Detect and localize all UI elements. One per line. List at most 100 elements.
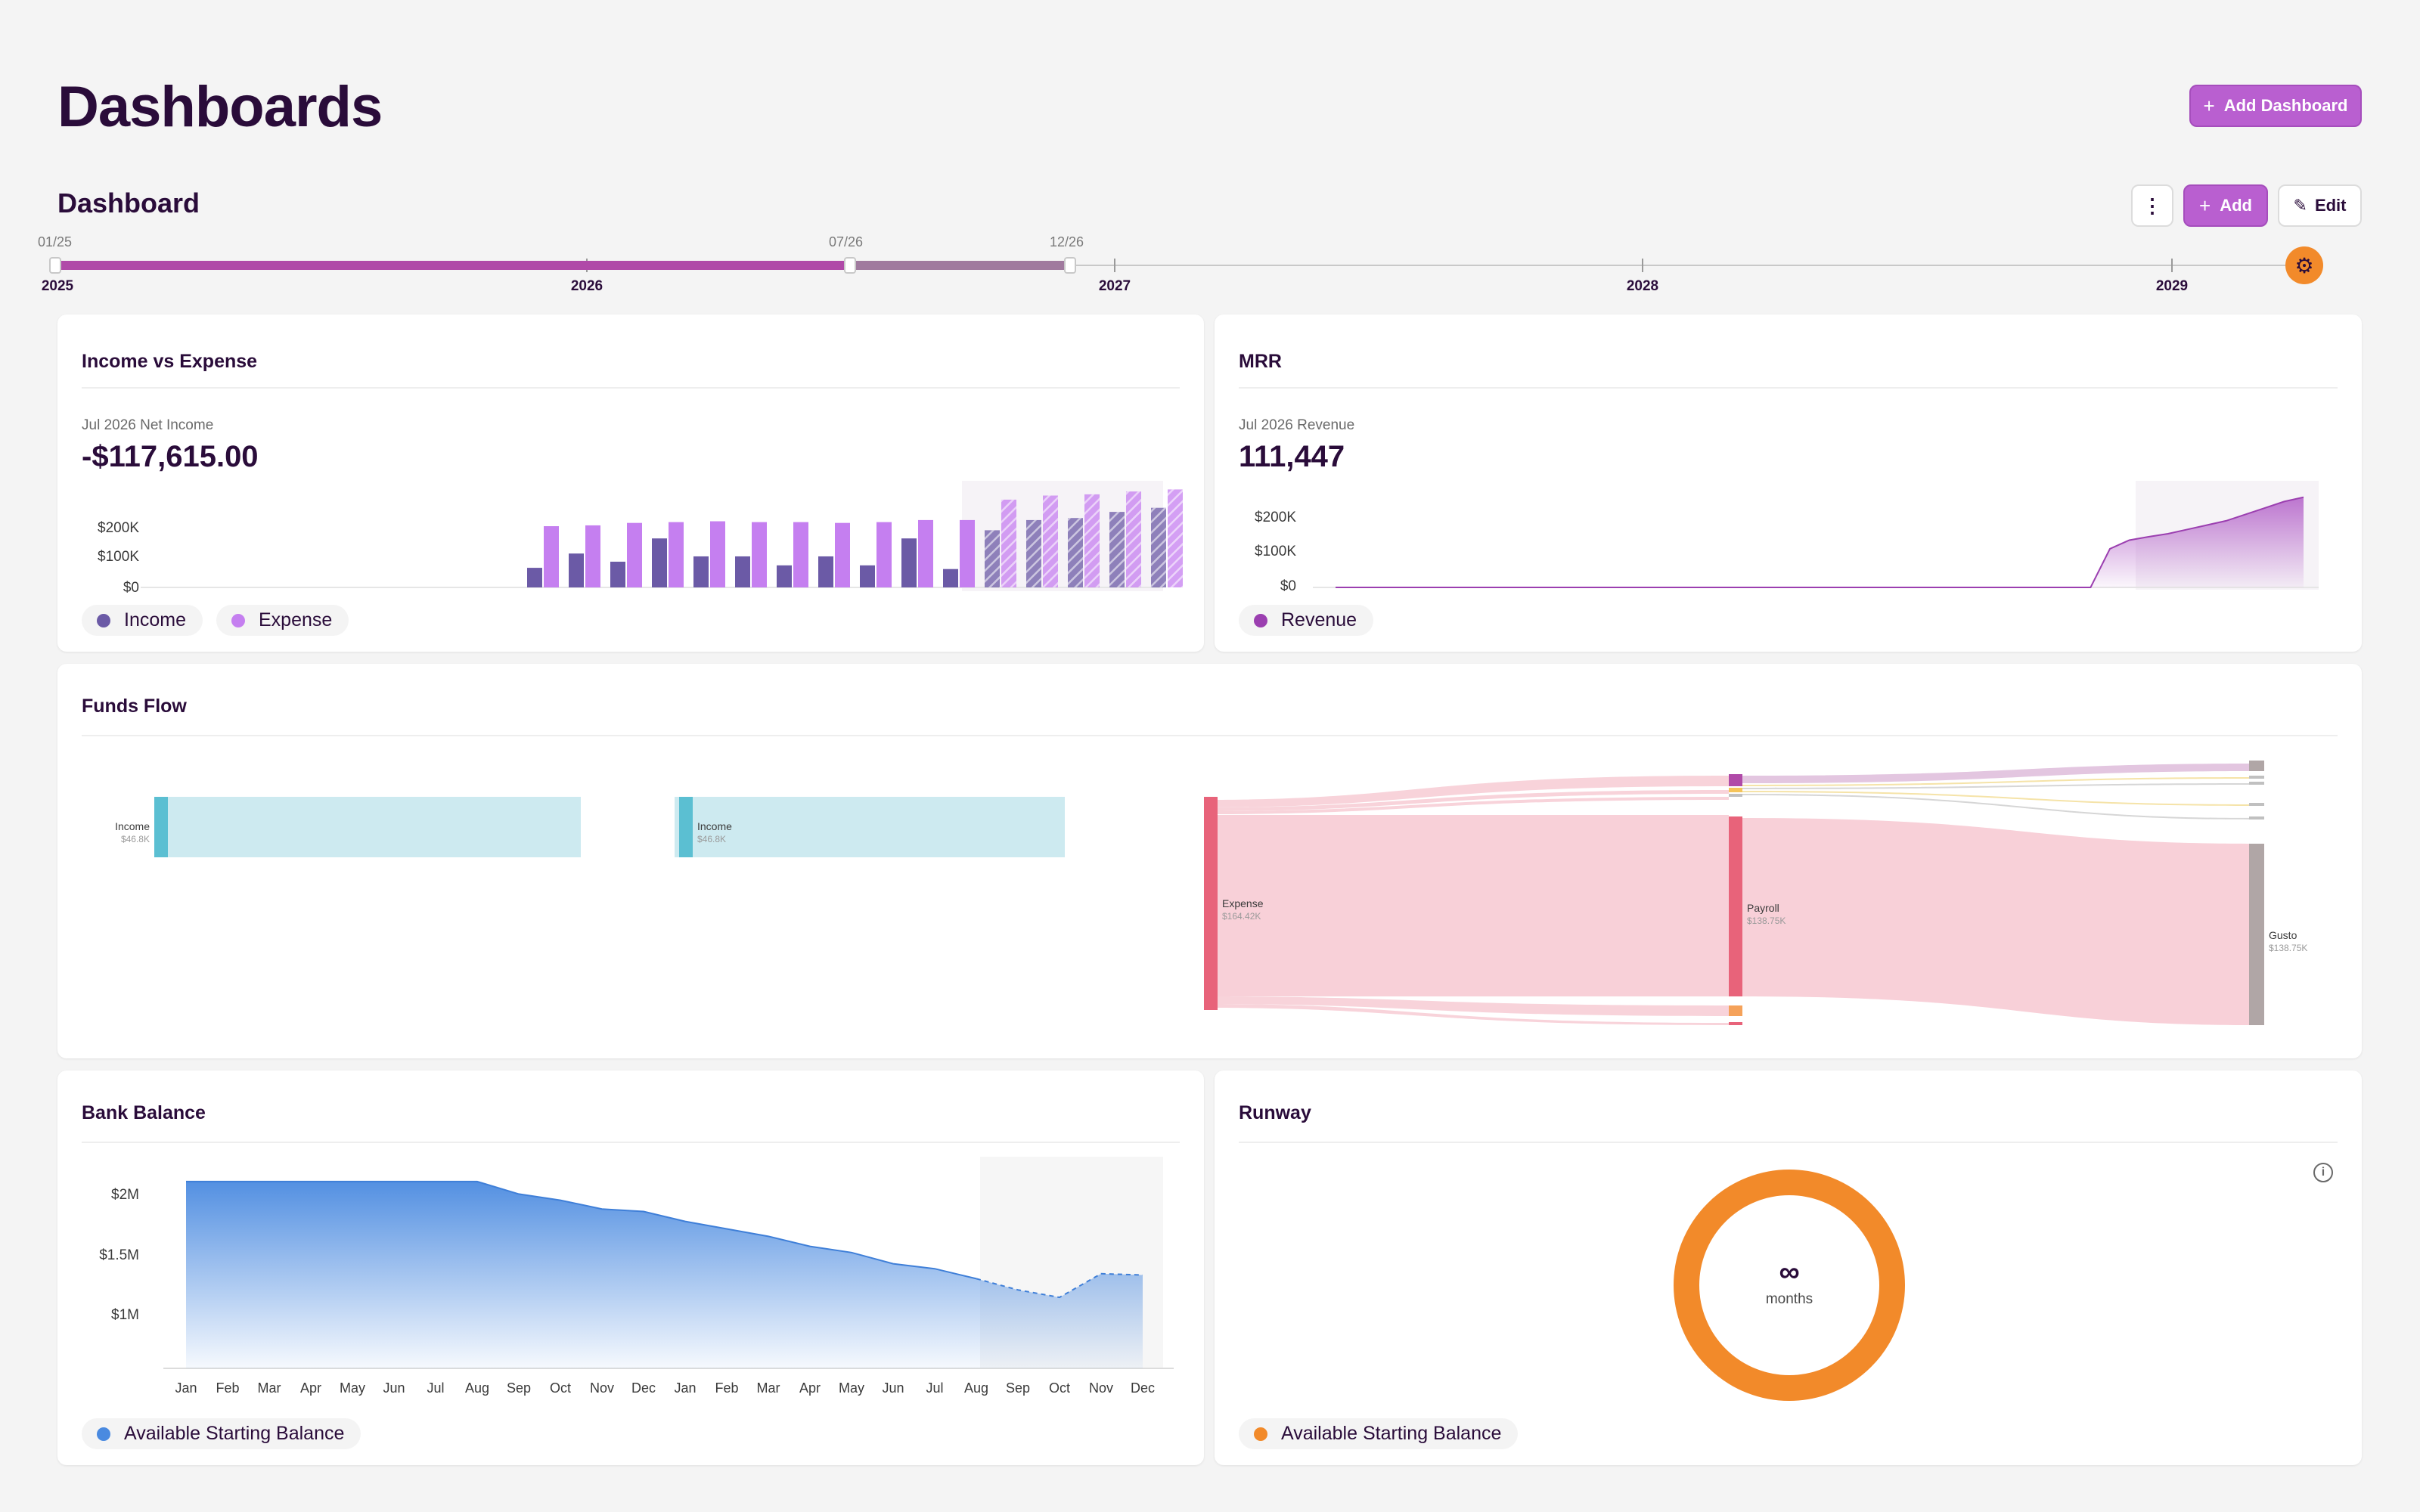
card-divider	[82, 735, 2338, 736]
income-bar[interactable]	[652, 538, 667, 587]
page-title: Dashboards	[57, 75, 383, 139]
more-options-button[interactable]: ⋮	[2131, 184, 2173, 227]
runway-value: ∞	[1779, 1256, 1800, 1288]
legend-label: Expense	[258, 609, 333, 631]
income-bar-forecast-hatch	[1026, 519, 1041, 587]
sankey-node-payroll[interactable]	[1729, 816, 1742, 996]
x-tick-label: Feb	[715, 1380, 738, 1396]
sankey-node-value: $46.8K	[697, 834, 726, 844]
sankey-node-label: Income	[115, 820, 150, 832]
expense-bar[interactable]	[918, 519, 933, 587]
expense-bar-forecast-hatch	[1001, 499, 1016, 587]
y-tick-label: $200K	[1255, 510, 1296, 525]
income-bar[interactable]	[860, 565, 875, 587]
sankey-node[interactable]	[1729, 1022, 1742, 1025]
sankey-link	[1741, 783, 2254, 789]
chart-legend: Income Expense	[82, 605, 349, 636]
expense-bar-forecast-hatch	[1168, 489, 1183, 587]
expense-bar[interactable]	[669, 522, 684, 587]
income-bar[interactable]	[818, 556, 833, 587]
sankey-node[interactable]	[1729, 794, 1742, 797]
info-icon[interactable]: i	[2313, 1163, 2333, 1182]
expense-bar[interactable]	[752, 522, 767, 587]
expense-bar-forecast-hatch	[1126, 491, 1141, 587]
sankey-node[interactable]	[1729, 788, 1742, 792]
income-expense-chart: $200K $100K $0	[98, 481, 1183, 596]
x-tick-label: Jul	[427, 1380, 444, 1396]
income-bar-forecast-hatch	[1068, 518, 1083, 587]
x-tick-label: Sep	[507, 1380, 531, 1396]
y-tick-label: $100K	[98, 549, 139, 565]
income-vs-expense-card: Income vs Expense Jul 2026 Net Income -$…	[57, 314, 1204, 652]
sankey-link	[1204, 815, 1729, 996]
mrr-chart: $200K $100K $0	[1255, 481, 2319, 594]
income-bar[interactable]	[569, 553, 584, 587]
expense-bar[interactable]	[710, 521, 725, 587]
kpi-label: Jul 2026 Net Income	[82, 417, 214, 433]
timeline-settings-button[interactable]: ⚙	[2285, 246, 2323, 284]
income-bar[interactable]	[610, 561, 625, 587]
x-tick-label: Nov	[590, 1380, 614, 1396]
balance-area	[186, 1181, 1143, 1368]
legend-dot	[1254, 1427, 1267, 1441]
sankey-node-gusto[interactable]	[2249, 844, 2264, 1025]
expense-bar[interactable]	[835, 522, 850, 587]
legend-label: Available Starting Balance	[124, 1423, 345, 1444]
sankey-node-income[interactable]	[679, 797, 693, 857]
legend-item[interactable]: Expense	[216, 605, 349, 636]
legend-label: Available Starting Balance	[1281, 1423, 1502, 1444]
x-tick-label: Jun	[882, 1380, 904, 1396]
sankey-node[interactable]	[2249, 776, 2264, 779]
chart-legend: Revenue	[1239, 605, 1374, 636]
timeline-year-label: 2025	[41, 278, 74, 294]
income-bar[interactable]	[527, 568, 542, 587]
income-bar[interactable]	[777, 565, 792, 587]
card-divider	[1239, 1142, 2338, 1143]
sankey-node-value: $138.75K	[2269, 943, 2307, 953]
sankey-node[interactable]	[1729, 774, 1742, 786]
legend-item[interactable]: Available Starting Balance	[82, 1418, 361, 1449]
sankey-node-expense[interactable]	[1204, 797, 1218, 1010]
sankey-node[interactable]	[2249, 782, 2264, 785]
sankey-link	[168, 797, 581, 857]
income-bar[interactable]	[901, 538, 917, 587]
sankey-node[interactable]	[2249, 761, 2264, 771]
income-bar[interactable]	[693, 556, 709, 587]
add-dashboard-button[interactable]: + Add Dashboard	[2189, 85, 2362, 127]
legend-item[interactable]: Revenue	[1239, 605, 1374, 636]
legend-item[interactable]: Income	[82, 605, 203, 636]
expense-bar[interactable]	[627, 522, 642, 587]
chart-legend: Available Starting Balance	[82, 1418, 361, 1449]
timeline-track[interactable]	[0, 249, 2420, 280]
bank-balance-chart: $2M $1.5M $1M Jan Feb Mar Apr May Jun Jul Aug Se…	[99, 1157, 1174, 1396]
sankey-node[interactable]	[2249, 803, 2264, 806]
pencil-icon: ✎	[2293, 196, 2307, 215]
income-bar-forecast-hatch	[985, 530, 1000, 587]
sankey-link	[1741, 764, 2254, 783]
sankey-node[interactable]	[2249, 816, 2264, 820]
x-tick-label: Jan	[674, 1380, 696, 1396]
x-tick-label: Aug	[964, 1380, 988, 1396]
expense-bar[interactable]	[793, 522, 808, 587]
expense-bar[interactable]	[876, 522, 892, 587]
timeline-end-marker: 12/26	[1050, 234, 1084, 249]
income-bar[interactable]	[943, 569, 958, 587]
sankey-node-income[interactable]	[154, 797, 168, 857]
x-tick-label: Aug	[465, 1380, 489, 1396]
expense-bar[interactable]	[585, 525, 600, 587]
expense-bar[interactable]	[960, 519, 975, 587]
plus-icon: +	[2199, 194, 2211, 217]
runway-donut	[1674, 1170, 1905, 1401]
x-tick-label: Oct	[1049, 1380, 1070, 1396]
expense-bar[interactable]	[544, 526, 559, 587]
x-tick-label: Jun	[383, 1380, 405, 1396]
x-tick-label: Dec	[631, 1380, 656, 1396]
legend-dot	[231, 613, 245, 627]
x-tick-label: Apr	[300, 1380, 321, 1396]
edit-button[interactable]: ✎ Edit	[2278, 184, 2362, 227]
legend-item[interactable]: Available Starting Balance	[1239, 1418, 1519, 1449]
sankey-node[interactable]	[1729, 1005, 1742, 1016]
income-bar[interactable]	[735, 556, 750, 587]
x-tick-label: Jan	[175, 1380, 197, 1396]
add-widget-button[interactable]: + Add	[2183, 184, 2268, 227]
